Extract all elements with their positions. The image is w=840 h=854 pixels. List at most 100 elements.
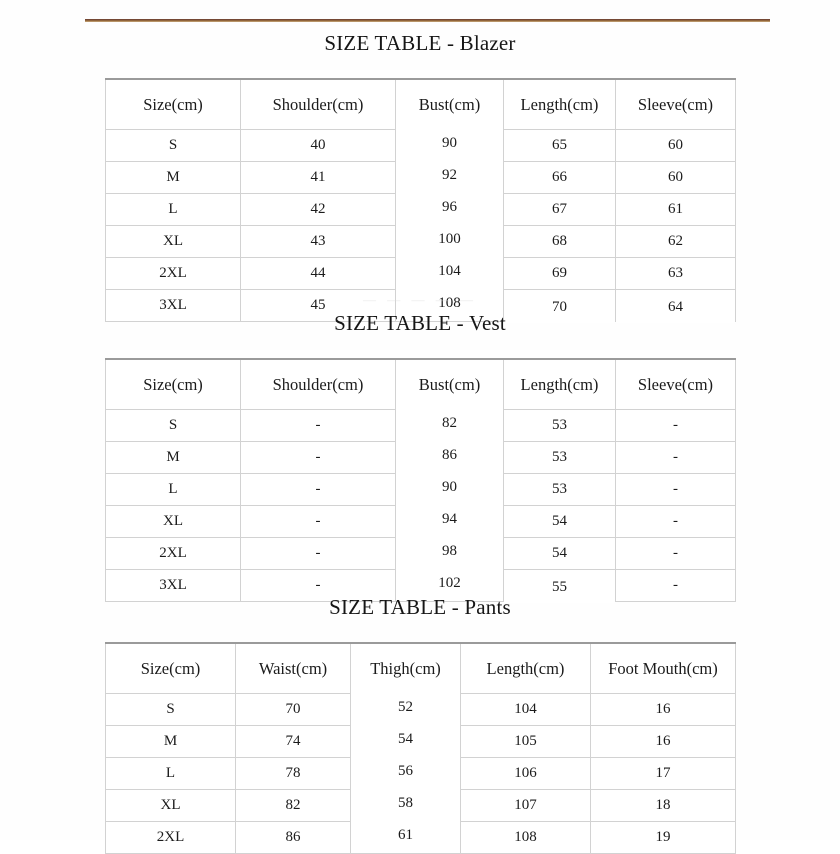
column-header-waist: Waist(cm) (235, 642, 351, 694)
table-row: S 40 90 65 60 (105, 127, 736, 162)
cell-waist: 78 (235, 757, 351, 790)
cell-size: M (105, 161, 241, 194)
cell-foot-mouth: 16 (590, 725, 736, 758)
cell-bust: 102 (395, 567, 504, 600)
cell-shoulder: - (240, 473, 396, 506)
cell-size: L (105, 193, 241, 226)
table-row: L 78 56 106 17 (105, 755, 736, 790)
cell-foot-mouth: 18 (590, 789, 736, 822)
cell-bust: 96 (395, 191, 504, 224)
cell-sleeve: - (615, 441, 736, 474)
cell-size: 2XL (105, 257, 241, 290)
column-header-sleeve: Sleeve(cm) (615, 358, 736, 410)
cell-shoulder: - (240, 505, 396, 538)
cell-sleeve: 63 (615, 257, 736, 290)
cell-size: L (105, 473, 241, 506)
column-header-length: Length(cm) (503, 358, 616, 410)
size-table-vest: Size(cm) Shoulder(cm) Bust(cm) Length(cm… (105, 358, 736, 604)
cell-shoulder: 45 (240, 289, 396, 322)
cell-shoulder: 43 (240, 225, 396, 258)
table-row: M 41 92 66 60 (105, 159, 736, 194)
cell-sleeve: - (615, 537, 736, 570)
size-table-blazer: Size(cm) Shoulder(cm) Bust(cm) Length(cm… (105, 78, 736, 324)
cell-length: 55 (503, 571, 616, 604)
size-table-pants: Size(cm) Waist(cm) Thigh(cm) Length(cm) … (105, 642, 736, 854)
cell-foot-mouth: 16 (590, 693, 736, 726)
cell-length: 106 (460, 757, 591, 790)
column-header-bust: Bust(cm) (395, 358, 504, 410)
cell-length: 53 (503, 473, 616, 506)
cell-bust: 90 (395, 471, 504, 504)
cell-waist: 82 (235, 789, 351, 822)
cell-length: 69 (503, 257, 616, 290)
table-row: 2XL - 98 54 - (105, 535, 736, 570)
section-title-blazer: SIZE TABLE - Blazer (324, 31, 516, 55)
cell-bust: 86 (395, 439, 504, 472)
table-header-vest: Size(cm) Shoulder(cm) Bust(cm) Length(cm… (105, 358, 736, 410)
table-header-pants: Size(cm) Waist(cm) Thigh(cm) Length(cm) … (105, 642, 736, 694)
cell-sleeve: 62 (615, 225, 736, 258)
cell-size: XL (105, 789, 236, 822)
cell-sleeve: 64 (615, 291, 736, 324)
table-row: 3XL - 102 55 - (105, 567, 736, 604)
table-row: S 70 52 104 16 (105, 691, 736, 726)
cell-bust: 108 (395, 287, 504, 320)
cell-thigh: 61 (350, 819, 461, 852)
cell-shoulder: 40 (240, 129, 396, 162)
cell-size: S (105, 409, 241, 442)
cell-sleeve: - (615, 505, 736, 538)
cell-sleeve: - (615, 409, 736, 442)
table-row: S - 82 53 - (105, 407, 736, 442)
cell-bust: 100 (395, 223, 504, 256)
cell-size: 3XL (105, 569, 241, 602)
column-header-length: Length(cm) (460, 642, 591, 694)
table-body-pants: S 70 52 104 16 M 74 54 105 16 L (105, 691, 736, 854)
column-header-foot-mouth: Foot Mouth(cm) (590, 642, 736, 694)
cell-waist: 74 (235, 725, 351, 758)
cell-length: 66 (503, 161, 616, 194)
section-title-vest: SIZE TABLE - Vest (334, 311, 506, 335)
cell-length: 105 (460, 725, 591, 758)
column-header-size: Size(cm) (105, 642, 236, 694)
section-pants: SIZE TABLE - Pants Size(cm) Waist(cm) Th… (0, 594, 840, 854)
table-row: 3XL 45 108 70 64 (105, 287, 736, 324)
cell-sleeve: 61 (615, 193, 736, 226)
table-row: L - 90 53 - (105, 471, 736, 506)
cell-length: 68 (503, 225, 616, 258)
table-row: XL 82 58 107 18 (105, 787, 736, 822)
cell-bust: 104 (395, 255, 504, 288)
cell-sleeve: - (615, 569, 736, 602)
table-body-vest: S - 82 53 - M - 86 53 - L (105, 407, 736, 604)
cell-sleeve: - (615, 473, 736, 506)
cell-length: 53 (503, 441, 616, 474)
cell-length: 54 (503, 505, 616, 538)
table-row: 2XL 86 61 108 19 (105, 819, 736, 854)
cell-foot-mouth: 19 (590, 821, 736, 854)
column-header-sleeve: Sleeve(cm) (615, 78, 736, 130)
cell-length: 108 (460, 821, 591, 854)
section-title-pants: SIZE TABLE - Pants (329, 595, 511, 619)
cell-length: 67 (503, 193, 616, 226)
cell-waist: 86 (235, 821, 351, 854)
column-header-shoulder: Shoulder(cm) (240, 78, 396, 130)
cell-sleeve: 60 (615, 129, 736, 162)
cell-length: 54 (503, 537, 616, 570)
header-row: Size(cm) Shoulder(cm) Bust(cm) Length(cm… (105, 78, 736, 130)
cell-shoulder: - (240, 409, 396, 442)
cell-size: S (105, 693, 236, 726)
top-decorative-rule (85, 19, 770, 22)
cell-sleeve: 60 (615, 161, 736, 194)
cell-size: XL (105, 505, 241, 538)
cell-length: 107 (460, 789, 591, 822)
cell-thigh: 56 (350, 755, 461, 788)
column-header-shoulder: Shoulder(cm) (240, 358, 396, 410)
cell-length: 53 (503, 409, 616, 442)
cell-shoulder: 42 (240, 193, 396, 226)
table-wrap-vest: Size(cm) Shoulder(cm) Bust(cm) Length(cm… (105, 358, 736, 604)
cell-bust: 92 (395, 159, 504, 192)
cell-shoulder: - (240, 537, 396, 570)
table-wrap-blazer: Size(cm) Shoulder(cm) Bust(cm) Length(cm… (105, 78, 736, 324)
column-header-size: Size(cm) (105, 358, 241, 410)
cell-size: S (105, 129, 241, 162)
